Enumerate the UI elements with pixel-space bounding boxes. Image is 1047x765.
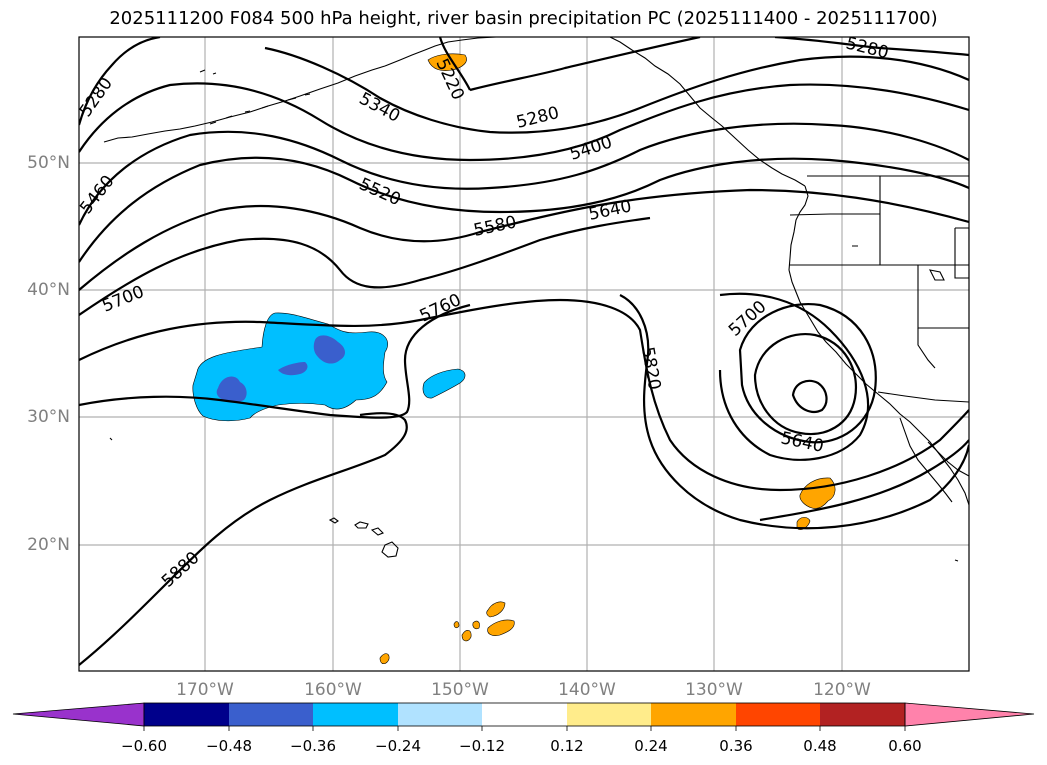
precip-positive-baja bbox=[799, 477, 836, 509]
contour-5760 bbox=[79, 303, 471, 419]
coastline-alaska-south bbox=[384, 37, 497, 67]
colorbar-segment bbox=[229, 703, 313, 726]
lon-label-170w: 170°W bbox=[176, 680, 234, 700]
precip-positive-south bbox=[379, 653, 390, 665]
precip-negative-area-east bbox=[422, 368, 466, 399]
contour-5820 bbox=[619, 294, 969, 530]
contour-5340 bbox=[264, 46, 969, 134]
precip-positive-hawaii-1 bbox=[486, 601, 506, 618]
coastline-alaska-panhandle bbox=[609, 37, 806, 187]
border-state-wa-or bbox=[789, 213, 880, 216]
precipitation-fill bbox=[192, 53, 836, 665]
coastline-small-islands bbox=[109, 69, 959, 562]
colorbar-segment bbox=[313, 703, 398, 726]
colorbar-segment bbox=[144, 703, 229, 726]
colorbar-tick-label: −0.36 bbox=[290, 737, 336, 755]
colorbar-tick-label: −0.12 bbox=[459, 737, 505, 755]
coastline-hawaii-islands bbox=[328, 517, 399, 558]
precip-positive-hawaii-2 bbox=[487, 619, 515, 636]
contour-5280-northwest bbox=[79, 37, 161, 126]
contour-inner-low bbox=[791, 379, 828, 413]
contour-5640-ring bbox=[753, 332, 858, 436]
contour-label: 5820 bbox=[637, 345, 664, 391]
colorbar-segment bbox=[567, 703, 651, 726]
border-us-mexico bbox=[877, 391, 969, 403]
contour-label: 5760 bbox=[417, 290, 465, 326]
lat-label-20n: 20°N bbox=[27, 535, 70, 555]
precip-negative-core-3 bbox=[278, 362, 308, 376]
colorbar-tick-label: −0.24 bbox=[375, 737, 421, 755]
colorbar-extend-right bbox=[904, 702, 1035, 727]
contour-5700 bbox=[79, 298, 969, 492]
contour-label: 5340 bbox=[356, 89, 404, 127]
lat-label-30n: 30°N bbox=[27, 407, 70, 427]
contour-5460 bbox=[79, 122, 969, 226]
colorbar-frame bbox=[143, 702, 906, 727]
contour-5820-east bbox=[759, 439, 969, 522]
contour-5280-mid bbox=[469, 37, 701, 92]
colorbar-segment bbox=[398, 703, 482, 726]
contour-label: 5580 bbox=[472, 212, 518, 241]
contour-5520 bbox=[79, 156, 969, 263]
coastline-british-columbia bbox=[788, 185, 809, 271]
lon-label-140w: 140°W bbox=[558, 680, 616, 700]
border-state-az bbox=[917, 328, 936, 369]
contour-5700-ring bbox=[738, 303, 877, 444]
contour-labels: 5280 5220 5340 5280 5280 5400 5460 5520 … bbox=[76, 33, 891, 592]
precip-negative-core-1 bbox=[313, 335, 346, 364]
lon-label-160w: 160°W bbox=[304, 680, 362, 700]
lat-label-40n: 40°N bbox=[27, 280, 70, 300]
map-frame bbox=[78, 36, 970, 672]
coastline-baja bbox=[899, 417, 953, 503]
border-idaho bbox=[879, 176, 969, 279]
colorbar-tick-label: −0.60 bbox=[121, 737, 167, 755]
colorbar-tick-label: 0.12 bbox=[550, 737, 584, 755]
colorbar-tick-label: −0.48 bbox=[206, 737, 252, 755]
colorbar-segment bbox=[736, 703, 820, 726]
precip-positive-baja-small bbox=[796, 517, 811, 530]
lon-label-120w: 120°W bbox=[813, 680, 871, 700]
precip-positive-hawaii-4 bbox=[472, 620, 480, 630]
contour-label: 5280 bbox=[844, 33, 891, 63]
contour-5400 bbox=[79, 82, 969, 162]
coastline-west-coast-us bbox=[788, 269, 969, 506]
coastline-aleutian-islands bbox=[209, 93, 311, 125]
contour-5880 bbox=[79, 412, 408, 666]
contour-5640-upper bbox=[79, 216, 651, 316]
contour-label: 5400 bbox=[567, 132, 614, 164]
contour-5280-northeast bbox=[774, 37, 969, 57]
precip-positive-hawaii-3 bbox=[461, 630, 472, 642]
colorbar-tick-label: 0.24 bbox=[634, 737, 668, 755]
contour-label: 5280 bbox=[76, 74, 117, 121]
coastline-mainland-mexico bbox=[927, 441, 969, 477]
colorbar-extend-left bbox=[12, 702, 145, 727]
colorbar-tick-label: 0.48 bbox=[803, 737, 837, 755]
colorbar bbox=[12, 702, 1035, 731]
border-state-nevada bbox=[879, 214, 969, 329]
contour-5580 bbox=[79, 188, 969, 291]
coastlines bbox=[103, 37, 969, 562]
colorbar-tick-label: 0.60 bbox=[888, 737, 922, 755]
contour-5640-lower bbox=[718, 292, 870, 461]
lon-label-130w: 130°W bbox=[685, 680, 743, 700]
lat-label-50n: 50°N bbox=[27, 153, 70, 173]
lon-label-150w: 150°W bbox=[431, 680, 489, 700]
colorbar-segment bbox=[482, 703, 567, 726]
contour-5220 bbox=[438, 37, 471, 91]
colorbar-tick-label: 0.36 bbox=[719, 737, 753, 755]
colorbar-segment bbox=[820, 703, 905, 726]
map-title: 2025111200 F084 500 hPa height, river ba… bbox=[109, 8, 938, 29]
precip-positive-hawaii-5 bbox=[453, 621, 460, 629]
colorbar-segment bbox=[651, 703, 736, 726]
contour-label: 5280 bbox=[514, 103, 561, 133]
precip-negative-core-2 bbox=[216, 376, 247, 403]
coastline-alaska-peninsula bbox=[103, 65, 386, 143]
height-contours bbox=[79, 37, 969, 666]
